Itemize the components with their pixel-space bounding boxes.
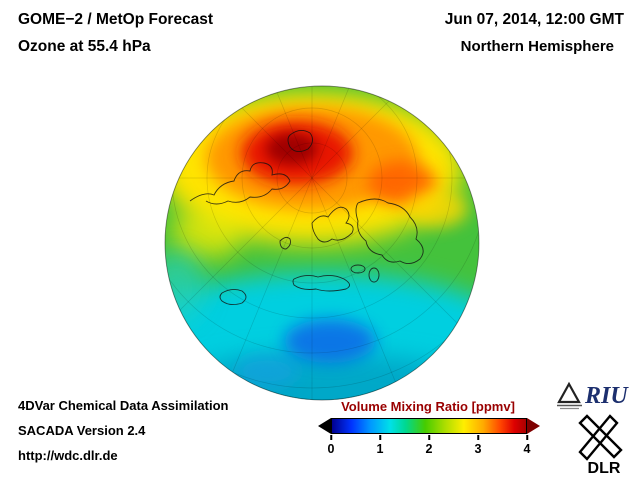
colorbar-title: Volume Mixing Ratio [ppmv]	[341, 399, 515, 414]
colorbar	[318, 418, 540, 434]
globe-svg	[164, 85, 480, 401]
plot-title-block: GOME−2 / MetOp Forecast Ozone at 55.4 hP…	[18, 11, 213, 56]
url-label: http://wdc.dlr.de	[18, 448, 118, 463]
riu-logo-icon: RIU	[557, 381, 629, 410]
dlr-logo: DLR	[572, 410, 636, 477]
plot-region: Northern Hemisphere	[460, 38, 614, 55]
dlr-logo-icon: DLR	[578, 414, 623, 477]
colorbar-gradient	[331, 418, 527, 434]
assimilation-label: 4DVar Chemical Data Assimilation	[18, 398, 229, 413]
colorbar-ticks: 0 1 2 3 4	[327, 435, 530, 458]
tick-mark	[428, 435, 430, 440]
riu-logo: RIU	[556, 378, 632, 410]
credits-block: 4DVar Chemical Data Assimilation SACADA …	[18, 398, 229, 473]
colorbar-left-arrow	[318, 418, 331, 434]
tick-mark	[379, 435, 381, 440]
tick-label: 3	[474, 442, 482, 456]
riu-logo-text: RIU	[584, 383, 629, 409]
colorbar-right-arrow	[527, 418, 540, 434]
version-label: SACADA Version 2.4	[18, 423, 146, 438]
plot-subtitle: Ozone at 55.4 hPa	[18, 38, 151, 55]
plot-datetime: Jun 07, 2014, 12:00 GMT	[444, 11, 624, 28]
tick-label: 4	[523, 442, 531, 456]
globe-limb	[164, 85, 480, 401]
tick-mark	[526, 435, 528, 440]
plot-datetime-block: Jun 07, 2014, 12:00 GMT Northern Hemisph…	[445, 11, 624, 55]
tick-label: 0	[327, 442, 335, 456]
tick-label: 1	[376, 442, 384, 456]
ozone-globe-map	[162, 83, 482, 403]
coastlines	[189, 130, 424, 306]
plot-title: GOME−2 / MetOp Forecast	[18, 11, 214, 28]
dlr-logo-text: DLR	[588, 460, 621, 476]
tick-label: 2	[425, 442, 433, 456]
tick-mark	[330, 435, 332, 440]
tick-mark	[477, 435, 479, 440]
